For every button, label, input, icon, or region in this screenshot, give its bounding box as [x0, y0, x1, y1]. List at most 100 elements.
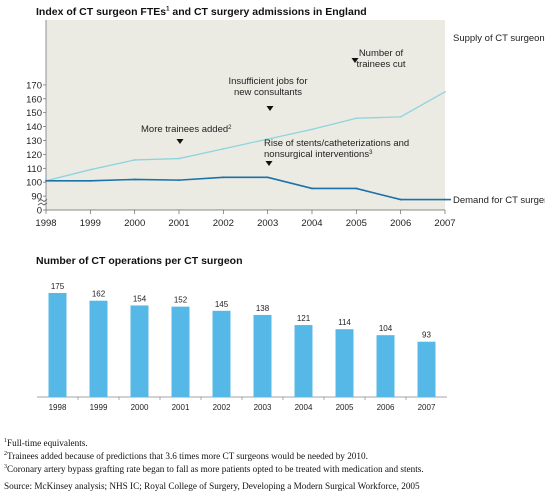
bar-value-label: 138	[256, 304, 270, 313]
bar-category-label: 1999	[90, 403, 108, 412]
bar	[171, 306, 190, 397]
series-point	[399, 115, 402, 118]
line-chart-title: Index of CT surgeon FTEs1 and CT surgery…	[36, 6, 367, 18]
series-point	[355, 187, 358, 190]
series-point	[133, 159, 136, 161]
bar-category-label: 2000	[131, 403, 149, 412]
annotation-2-line-1: Insufficient jobs for	[228, 76, 307, 87]
bar-category-label: 2005	[336, 403, 354, 412]
bar-value-label: 175	[51, 282, 65, 291]
footnote-1: 1Full-time equivalents.	[4, 436, 424, 449]
y-tick-label: 160	[26, 94, 42, 105]
bar	[130, 305, 149, 397]
axis-break-mark	[37, 199, 48, 206]
bar-chart: 175 1998 162 1999 154 2000 152 2001 145 2002 138 20…	[37, 282, 447, 412]
bar-category-label: 2004	[295, 403, 313, 412]
bar-category-label: 2003	[254, 403, 272, 412]
annotation-4-line-1: Rise of stents/catheterizations and	[264, 138, 409, 149]
footnote-3-mark: 3	[4, 464, 7, 471]
plot-background	[46, 20, 445, 210]
y-tick-label: 130	[26, 136, 42, 147]
bar	[376, 335, 395, 397]
series-label-demand: Demand for CT surgery	[453, 195, 545, 206]
x-tick-label: 1999	[80, 218, 101, 229]
x-tick-label: 2000	[124, 218, 145, 229]
series-point	[266, 138, 269, 141]
footnotes: 1Full-time equivalents. 2Trainees added …	[4, 436, 424, 492]
y-tick-label: 90	[31, 192, 42, 203]
x-tick-label: 2004	[301, 218, 322, 229]
annotation-1-marker	[176, 139, 184, 144]
x-tick-label: 2001	[168, 218, 189, 229]
series-point	[133, 178, 136, 181]
bar-value-label: 145	[215, 300, 229, 309]
x-tick-label: 1998	[35, 218, 56, 229]
annotation-4-line-2: nonsurgical interventions3	[264, 149, 373, 160]
annotation-3-line-2: trainees cut	[356, 59, 405, 70]
x-tick-label: 2003	[257, 218, 278, 229]
x-tick-label: 2005	[346, 218, 367, 229]
series-point	[444, 90, 446, 93]
bar-value-label: 162	[92, 290, 106, 299]
x-tick-label: 2007	[434, 218, 455, 229]
bar-category-label: 2006	[377, 403, 395, 412]
series-label-supply: Supply of CT surgeons	[453, 33, 545, 44]
series-point	[399, 198, 402, 201]
bar-category-label: 2002	[213, 403, 231, 412]
bar-value-label: 152	[174, 296, 188, 305]
series-point	[311, 128, 313, 131]
annotation-4-marker	[265, 161, 273, 166]
bar	[48, 292, 67, 397]
series-point	[45, 179, 47, 182]
bar-value-label: 93	[422, 331, 431, 340]
series-point	[222, 176, 225, 179]
bar-value-label: 104	[379, 324, 393, 333]
annotation-1-footnote-mark: 2	[228, 125, 232, 131]
bar	[417, 341, 436, 397]
series-line-supply	[45, 91, 446, 182]
x-tick-label: 2006	[390, 218, 411, 229]
series-point	[89, 168, 92, 171]
footnote-3: 3Coronary artery bypass grafting rate be…	[4, 462, 424, 475]
footnote-3-text: Coronary artery bypass grafting rate beg…	[7, 464, 424, 475]
annotation-2-marker	[266, 106, 274, 111]
annotation-3-line-1: Number of	[359, 48, 404, 59]
series-line-demand	[46, 176, 445, 201]
bar-category-label: 2007	[418, 403, 436, 412]
bar-category-label: 2001	[172, 403, 190, 412]
footnote-1-mark: 1	[4, 438, 7, 444]
bar-value-label: 114	[338, 318, 351, 327]
bar	[294, 325, 313, 397]
line-chart-title-footnote-mark: 1	[166, 6, 170, 13]
line-chart-title-main: Index of CT surgeon FTEs	[36, 6, 167, 18]
y-tick-label: 170	[26, 80, 42, 91]
y-tick-label: 150	[26, 108, 42, 119]
annotation-2-line-2: new consultants	[234, 87, 302, 98]
bar-chart-title: Number of CT operations per CT surgeon	[36, 255, 243, 267]
bar	[335, 329, 354, 397]
bar-value-label: 121	[297, 314, 311, 323]
series-point	[178, 179, 180, 182]
footnote-2-mark: 2	[4, 451, 7, 458]
series-point	[178, 157, 180, 160]
annotation-1-line-1: More trainees added2	[141, 124, 232, 135]
series-point	[355, 117, 358, 120]
line-chart-title-rest: and CT surgery admissions in England	[169, 6, 367, 18]
footnote-2-text: Trainees added because of predictions th…	[7, 451, 368, 462]
source-note: Source: McKinsey analysis; NHS IC; Royal…	[4, 481, 420, 492]
y-tick-label: 100	[26, 178, 42, 189]
series-point	[89, 179, 92, 182]
y-tick-label: 0	[37, 206, 42, 217]
series-point	[311, 187, 313, 190]
y-tick-label: 120	[26, 150, 42, 161]
x-tick-label: 2002	[213, 218, 234, 229]
y-tick-label: 110	[27, 164, 42, 175]
annotation-3-marker	[351, 58, 359, 63]
footnote-2: 2Trainees added because of predictions t…	[4, 449, 424, 462]
line-chart: 0 90 100 110 120 130 140 150 160 170 1998 1999 2000 2…	[26, 20, 545, 229]
bar	[253, 314, 272, 397]
series-point	[266, 176, 269, 179]
series-point	[222, 147, 225, 150]
bar-category-label: 1998	[49, 403, 67, 412]
annotation-4-footnote-mark: 3	[369, 150, 373, 156]
